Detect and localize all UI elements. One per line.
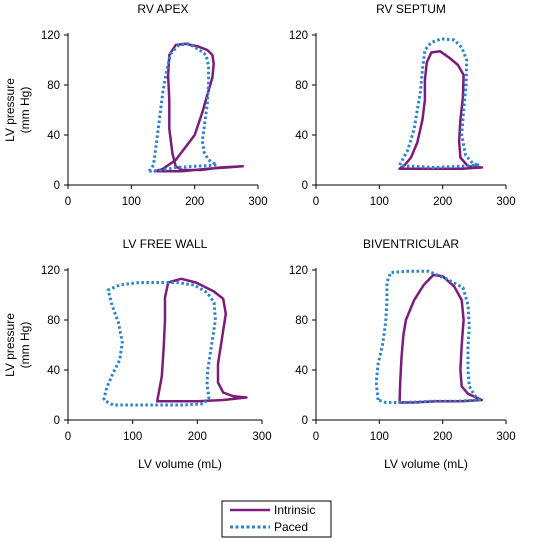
series-intrinsic-loop xyxy=(398,50,484,171)
x-axis-label: LV volume (mL) xyxy=(384,457,468,471)
y-tick-label: 120 xyxy=(289,30,308,42)
y-tick-label: 120 xyxy=(41,30,60,42)
y-tick-label: 0 xyxy=(302,415,308,427)
y-tick-label: 40 xyxy=(47,365,60,377)
chart-panel-4: BIVENTRICULAR 0 40 80 120 0 100 200 300 LV volume… xyxy=(289,237,516,471)
series-paced-loop xyxy=(147,42,219,173)
chart-panel-1: RV APEX 0 40 80 120 0 100 200 300 LV pressure (mm … xyxy=(3,2,268,208)
x-tick-label: 200 xyxy=(188,431,207,443)
y-tick-label: 40 xyxy=(295,130,308,142)
series-paced-loop xyxy=(102,281,217,407)
x-axis-label: LV volume (mL) xyxy=(138,457,222,471)
chart-title: RV SEPTUM xyxy=(376,2,446,16)
y-tick-label: 80 xyxy=(295,315,308,327)
x-tick-label: 100 xyxy=(123,431,142,443)
x-tick-label: 0 xyxy=(313,196,319,208)
chart-title: LV FREE WALL xyxy=(123,237,208,251)
chart-title: BIVENTRICULAR xyxy=(363,237,459,251)
y-axis-label: LV pressure xyxy=(3,78,17,142)
x-tick-label: 200 xyxy=(185,196,204,208)
y-tick-label: 80 xyxy=(295,80,308,92)
legend-label-intrinsic: Intrinsic xyxy=(274,503,315,517)
series-paced-loop xyxy=(398,37,481,169)
series-paced-loop xyxy=(374,269,481,404)
y-axis-label: (mm Hg) xyxy=(18,87,32,134)
y-axis-label: LV pressure xyxy=(3,313,17,377)
x-tick-label: 200 xyxy=(433,431,452,443)
legend-box xyxy=(221,500,332,538)
chart-panel-3: LV FREE WALL 0 40 80 120 0 100 200 300 LV pressur… xyxy=(3,237,272,471)
x-tick-label: 0 xyxy=(65,431,71,443)
series-intrinsic-loop xyxy=(153,42,245,173)
x-tick-label: 0 xyxy=(65,196,71,208)
y-tick-label: 120 xyxy=(41,265,60,277)
x-tick-label: 300 xyxy=(496,431,515,443)
legend-label-paced: Paced xyxy=(274,520,308,534)
x-tick-label: 100 xyxy=(370,196,389,208)
x-tick-label: 0 xyxy=(313,431,319,443)
y-tick-label: 80 xyxy=(47,315,60,327)
y-axis-label: (mm Hg) xyxy=(18,322,32,369)
chart-title: RV APEX xyxy=(137,2,188,16)
y-tick-label: 40 xyxy=(47,130,60,142)
chart-panel-2: RV SEPTUM 0 40 80 120 0 100 200 300 xyxy=(289,2,516,208)
x-tick-label: 100 xyxy=(122,196,141,208)
x-tick-label: 100 xyxy=(370,431,389,443)
x-tick-label: 300 xyxy=(496,196,515,208)
y-tick-label: 40 xyxy=(295,365,308,377)
y-tick-label: 80 xyxy=(47,80,60,92)
x-tick-label: 200 xyxy=(433,196,452,208)
y-tick-label: 0 xyxy=(54,415,60,427)
x-tick-label: 300 xyxy=(248,196,267,208)
y-tick-label: 0 xyxy=(302,180,308,192)
x-tick-label: 300 xyxy=(252,431,271,443)
series-intrinsic-loop xyxy=(398,273,484,404)
series-intrinsic-loop xyxy=(155,277,248,403)
y-tick-label: 0 xyxy=(54,180,60,192)
y-tick-label: 120 xyxy=(289,265,308,277)
legend: Intrinsic Paced xyxy=(221,500,332,538)
